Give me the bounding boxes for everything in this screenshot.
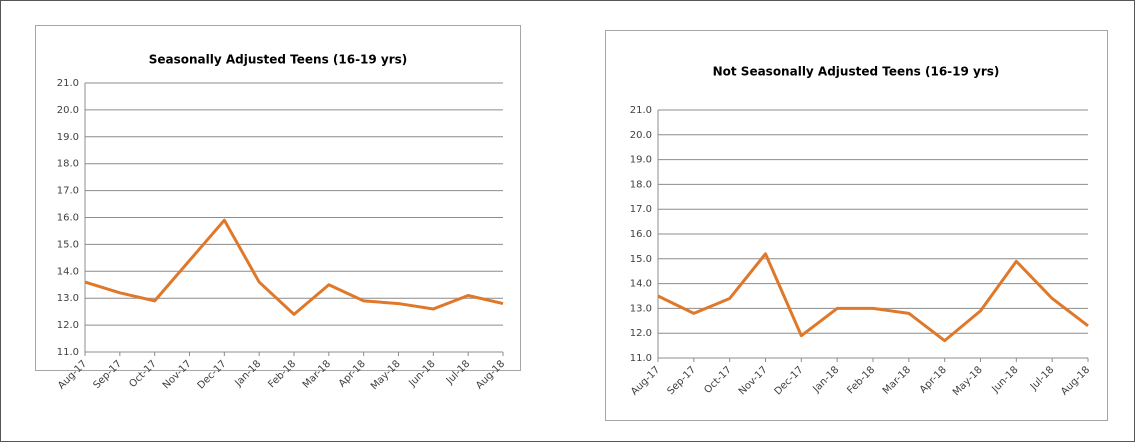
y-tick-label: 17.0 [57, 186, 79, 197]
y-tick-label: 18.0 [630, 179, 652, 190]
chart-title: Seasonally Adjusted Teens (16-19 yrs) [149, 53, 408, 67]
y-tick-label: 21.0 [57, 78, 79, 89]
y-tick-label: 18.0 [57, 159, 79, 170]
y-tick-label: 16.0 [57, 213, 79, 224]
y-tick-label: 15.0 [630, 254, 652, 265]
y-tick-label: 12.0 [630, 328, 652, 339]
chart-frame [605, 30, 1108, 421]
y-tick-label: 19.0 [57, 132, 79, 143]
data-line [657, 252, 1089, 343]
chart-title: Not Seasonally Adjusted Teens (16-19 yrs… [713, 65, 1000, 79]
y-tick-label: 19.0 [630, 155, 652, 166]
y-tick-label: 20.0 [57, 105, 79, 116]
y-tick-label: 12.0 [57, 320, 79, 331]
y-tick-label: 15.0 [57, 239, 79, 250]
y-tick-label: 11.0 [57, 347, 79, 358]
data-line [84, 218, 504, 316]
y-tick-label: 20.0 [630, 130, 652, 141]
y-tick-label: 14.0 [630, 279, 652, 290]
y-tick-label: 21.0 [630, 105, 652, 116]
y-tick-label: 11.0 [630, 353, 652, 364]
y-tick-label: 13.0 [57, 293, 79, 304]
y-tick-label: 14.0 [57, 266, 79, 277]
y-tick-label: 17.0 [630, 204, 652, 215]
y-tick-label: 13.0 [630, 303, 652, 314]
chart-frame [35, 25, 521, 371]
y-tick-label: 16.0 [630, 229, 652, 240]
